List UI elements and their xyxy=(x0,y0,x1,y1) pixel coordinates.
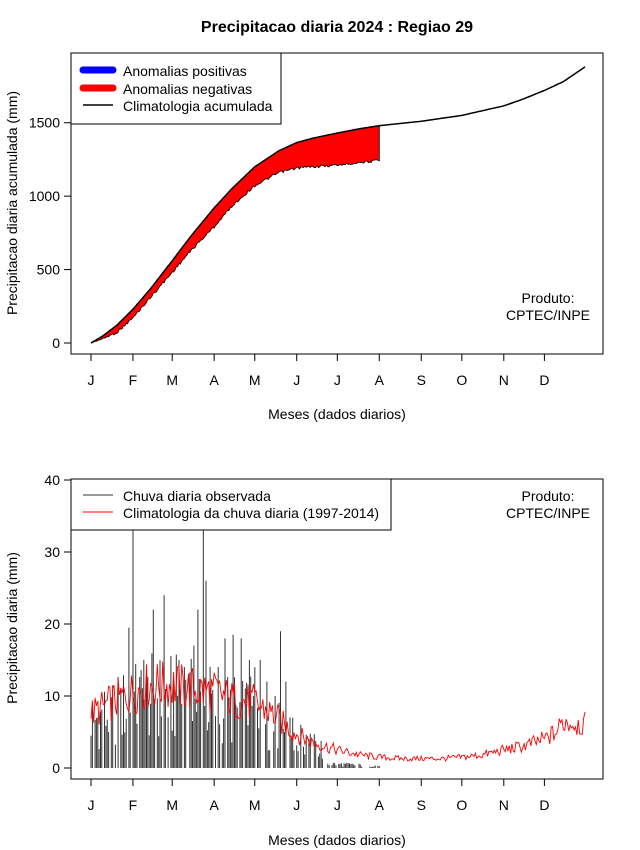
daily-legend-box xyxy=(70,478,392,531)
daily-x-tick-label: N xyxy=(499,797,509,813)
daily-x-tick-label: M xyxy=(249,797,261,813)
producer-label: Produto: xyxy=(522,290,575,306)
cumulative-y-axis: 0 500 1000 1500 xyxy=(29,115,72,351)
cumulative-x-tick-label: N xyxy=(499,372,509,388)
cumulative-x-tick-label: S xyxy=(417,372,426,388)
cumulative-y-tick-label: 500 xyxy=(37,262,61,278)
legend-daily-climatology-label: Climatologia da chuva diaria (1997-2014) xyxy=(123,505,379,521)
daily-chart: 0 10 20 30 40 J F M A M J J A S O N D Meses (dados diar… xyxy=(4,472,604,848)
cumulative-x-tick-label: D xyxy=(539,372,549,388)
legend-observed-label: Chuva diaria observada xyxy=(123,488,271,504)
cumulative-y-tick-label: 1500 xyxy=(29,115,60,131)
daily-legend: Chuva diaria observada Climatologia da c… xyxy=(70,478,392,531)
cumulative-y-axis-title: Precipitacao diaria acumulada (mm) xyxy=(4,91,20,315)
negative-anomaly-area xyxy=(90,125,380,344)
climatology-cumulative-line xyxy=(90,66,586,344)
daily-x-tick-label: J xyxy=(334,797,341,813)
daily-y-tick-label: 10 xyxy=(44,688,60,704)
daily-x-tick-label: D xyxy=(539,797,549,813)
daily-x-tick-label: J xyxy=(88,797,95,813)
daily-x-tick-label: A xyxy=(375,797,385,813)
cumulative-x-tick-label: J xyxy=(334,372,341,388)
chart-title: Precipitacao diaria 2024 : Regiao 29 xyxy=(201,19,473,36)
cumulative-x-tick-label: F xyxy=(129,372,138,388)
producer-name: CPTEC/INPE xyxy=(506,505,590,521)
daily-x-tick-label: O xyxy=(456,797,467,813)
daily-y-tick-label: 30 xyxy=(44,544,60,560)
daily-x-tick-label: A xyxy=(209,797,219,813)
legend-negative-label: Anomalias negativas xyxy=(123,81,252,97)
cumulative-x-tick-label: J xyxy=(88,372,95,388)
cumulative-x-tick-label: M xyxy=(166,372,178,388)
daily-y-tick-label: 40 xyxy=(44,472,60,488)
legend-climatology-label: Climatologia acumulada xyxy=(123,98,273,114)
producer-name: CPTEC/INPE xyxy=(506,307,590,323)
cumulative-x-tick-label: J xyxy=(293,372,300,388)
cumulative-x-tick-label: A xyxy=(209,372,219,388)
daily-x-tick-label: M xyxy=(166,797,178,813)
cumulative-plot-area xyxy=(90,66,586,344)
daily-climatology-line xyxy=(90,661,586,762)
daily-y-axis: 0 10 20 30 40 xyxy=(44,472,72,776)
daily-x-tick-label: F xyxy=(129,797,138,813)
cumulative-x-tick-label: M xyxy=(249,372,261,388)
daily-y-tick-label: 0 xyxy=(52,760,60,776)
cumulative-y-tick-label: 1000 xyxy=(29,188,60,204)
daily-x-tick-label: J xyxy=(293,797,300,813)
cumulative-y-tick-label: 0 xyxy=(52,335,60,351)
daily-y-axis-title: Precipitacao diaria (mm) xyxy=(4,552,20,704)
cumulative-chart: 0 500 1000 1500 J F M A M J J A S O N D Meses (dados d… xyxy=(4,52,604,422)
cumulative-legend: Anomalias positivas Anomalias negativas … xyxy=(70,52,282,125)
producer-label: Produto: xyxy=(522,488,575,504)
cumulative-x-tick-label: A xyxy=(375,372,385,388)
observed-bars xyxy=(90,523,380,768)
daily-x-axis-title: Meses (dados diarios) xyxy=(268,832,406,848)
cumulative-x-tick-label: O xyxy=(456,372,467,388)
daily-plot-area xyxy=(90,523,586,768)
daily-x-tick-label: S xyxy=(417,797,426,813)
cumulative-x-axis-title: Meses (dados diarios) xyxy=(268,406,406,422)
legend-positive-label: Anomalias positivas xyxy=(123,63,247,79)
daily-y-tick-label: 20 xyxy=(44,616,60,632)
